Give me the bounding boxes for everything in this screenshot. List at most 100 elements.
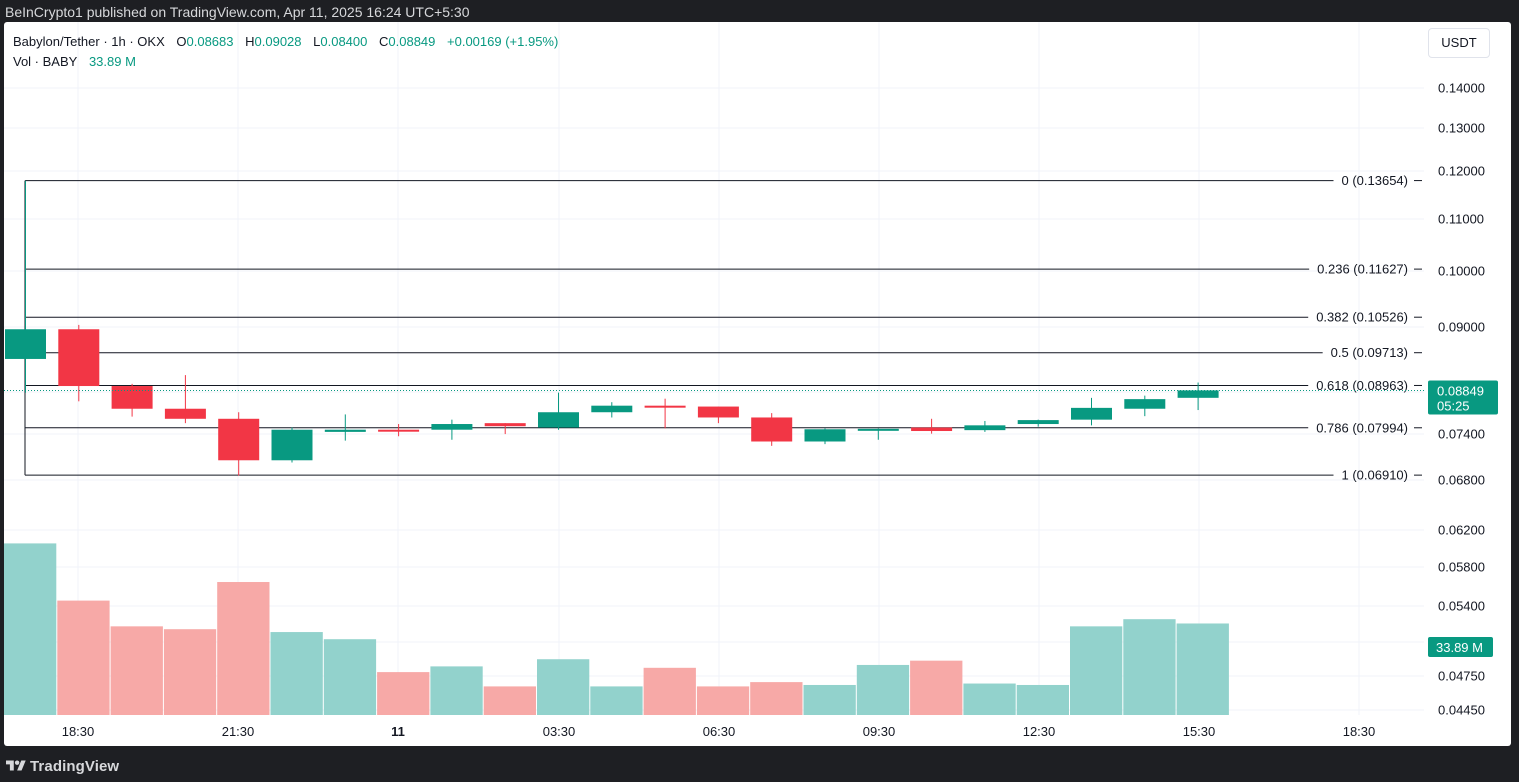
fib-level-label: 0.618 (0.08963) [1316, 378, 1408, 393]
volume-bar [803, 684, 856, 715]
price-axis-label: 0.10000 [1438, 264, 1485, 279]
publish-info-text: BeInCrypto1 published on TradingView.com… [5, 4, 470, 20]
time-axis-label: 21:30 [222, 724, 255, 739]
volume-bar [217, 582, 270, 715]
candle-body [538, 412, 579, 428]
candle-body [324, 429, 366, 432]
chart-legend: Babylon/Tether · 1h · OKX O0.08683 H0.09… [13, 32, 558, 72]
candle-body [58, 329, 100, 387]
candle-body [271, 429, 313, 461]
volume-row: Vol · BABY 33.89 M [13, 52, 558, 72]
fib-level-label: 1 (0.06910) [1342, 468, 1409, 483]
price-axis-label: 0.04450 [1438, 703, 1485, 718]
price-axis-label: 0.12000 [1438, 164, 1485, 179]
time-axis-label: 11 [391, 724, 405, 739]
volume-bar [590, 686, 643, 715]
low-label: L [313, 34, 321, 49]
volume-bar [163, 629, 217, 715]
candle-body [1071, 407, 1112, 420]
candle-body [1177, 390, 1219, 398]
high-value: 0.09028 [254, 34, 302, 49]
price-axis-label: 0.04750 [1438, 669, 1485, 684]
fib-level-label: 0.382 (0.10526) [1316, 310, 1408, 325]
candle-body [378, 429, 420, 432]
low-value: 0.08400 [320, 34, 368, 49]
time-axis-label: 06:30 [703, 724, 736, 739]
candle-countdown: 05:25 [1437, 398, 1470, 413]
candle-body [111, 386, 153, 409]
price-axis-label: 0.05800 [1438, 560, 1485, 575]
volume-bar [1070, 626, 1123, 715]
volume-bar [643, 667, 696, 715]
volume-bar [537, 659, 590, 715]
chart-panel[interactable]: 0 (0.13654) 0.236 (0.11627) 0.382 (0.10526… [4, 22, 1511, 746]
open-label: O [176, 34, 187, 49]
tradingview-logo-icon [6, 760, 26, 771]
candle-body [218, 418, 260, 461]
volume-bar [910, 660, 963, 715]
last-volume-badge [1428, 637, 1493, 657]
volume-bar [4, 543, 57, 715]
time-axis-label: 18:30 [1343, 724, 1376, 739]
time-axis-label: 15:30 [1183, 724, 1216, 739]
candle-body [484, 423, 526, 427]
volume-bar [856, 664, 910, 715]
price-axis-label: 0.06800 [1438, 473, 1485, 488]
candle-body [751, 417, 793, 442]
footer-brand: TradingView [30, 758, 120, 775]
time-axis-label: 18:30 [62, 724, 95, 739]
fib-level-label: 0.236 (0.11627) [1317, 262, 1408, 277]
footer-bar: TradingView [0, 752, 1519, 782]
volume-bar [57, 600, 110, 715]
change-value: +0.00169 (+1.95%) [447, 34, 559, 49]
high-label: H [245, 34, 255, 49]
volume-bar [1176, 623, 1229, 715]
ohlc-row: Babylon/Tether · 1h · OKX O0.08683 H0.09… [13, 32, 558, 52]
volume-label[interactable]: Vol · BABY [13, 54, 78, 69]
candle-body [431, 424, 473, 430]
fib-level-label: 0.5 (0.09713) [1331, 345, 1408, 360]
volume-bar [430, 666, 483, 715]
last-price-value: 0.08849 [1437, 383, 1484, 398]
price-axis-label: 0.06200 [1438, 523, 1485, 538]
close-label: C [379, 34, 389, 49]
candle-body [5, 329, 46, 359]
volume-bar [1016, 684, 1069, 715]
price-axis-label: 0.09000 [1438, 320, 1485, 335]
candle-body [804, 429, 846, 442]
candle-body [697, 406, 739, 418]
price-axis-label: 0.05400 [1438, 599, 1485, 614]
candle-body [911, 427, 953, 432]
candle-body [964, 425, 1006, 431]
candle-body [164, 408, 206, 419]
publish-info-bar: BeInCrypto1 published on TradingView.com… [0, 0, 1519, 22]
price-axis-label: 0.14000 [1438, 81, 1485, 96]
volume-bar [377, 672, 430, 715]
last-volume-value: 33.89 M [1436, 640, 1483, 655]
volume-bar [696, 686, 750, 715]
close-value: 0.08849 [388, 34, 436, 49]
time-axis-label: 12:30 [1023, 724, 1056, 739]
volume-bar [270, 632, 323, 715]
price-axis-label: 0.13000 [1438, 121, 1485, 136]
price-axis-label: 0.11000 [1438, 212, 1484, 227]
time-axis-label: 03:30 [543, 724, 576, 739]
volume-bar [483, 686, 536, 715]
chart-svg[interactable]: 0 (0.13654) 0.236 (0.11627) 0.382 (0.10526… [4, 22, 1511, 746]
candle-body [591, 405, 633, 413]
volume-bar [750, 682, 803, 715]
volume-bar [110, 626, 163, 715]
volume-bar [963, 683, 1016, 715]
candle-body [1124, 399, 1166, 409]
volume-bar [323, 639, 377, 715]
symbol-label[interactable]: Babylon/Tether · 1h · OKX [13, 34, 165, 49]
open-value: 0.08683 [186, 34, 234, 49]
price-axis-label: 0.07400 [1438, 427, 1485, 442]
fib-level-label: 0.786 (0.07994) [1316, 420, 1408, 435]
candle-body [1017, 420, 1059, 425]
volume-value: 33.89 M [88, 54, 136, 69]
fib-level-label: 0 (0.13654) [1342, 173, 1409, 188]
currency-unit-button[interactable]: USDT [1428, 28, 1490, 58]
candle-body [857, 428, 899, 431]
volume-bar [1123, 619, 1176, 715]
